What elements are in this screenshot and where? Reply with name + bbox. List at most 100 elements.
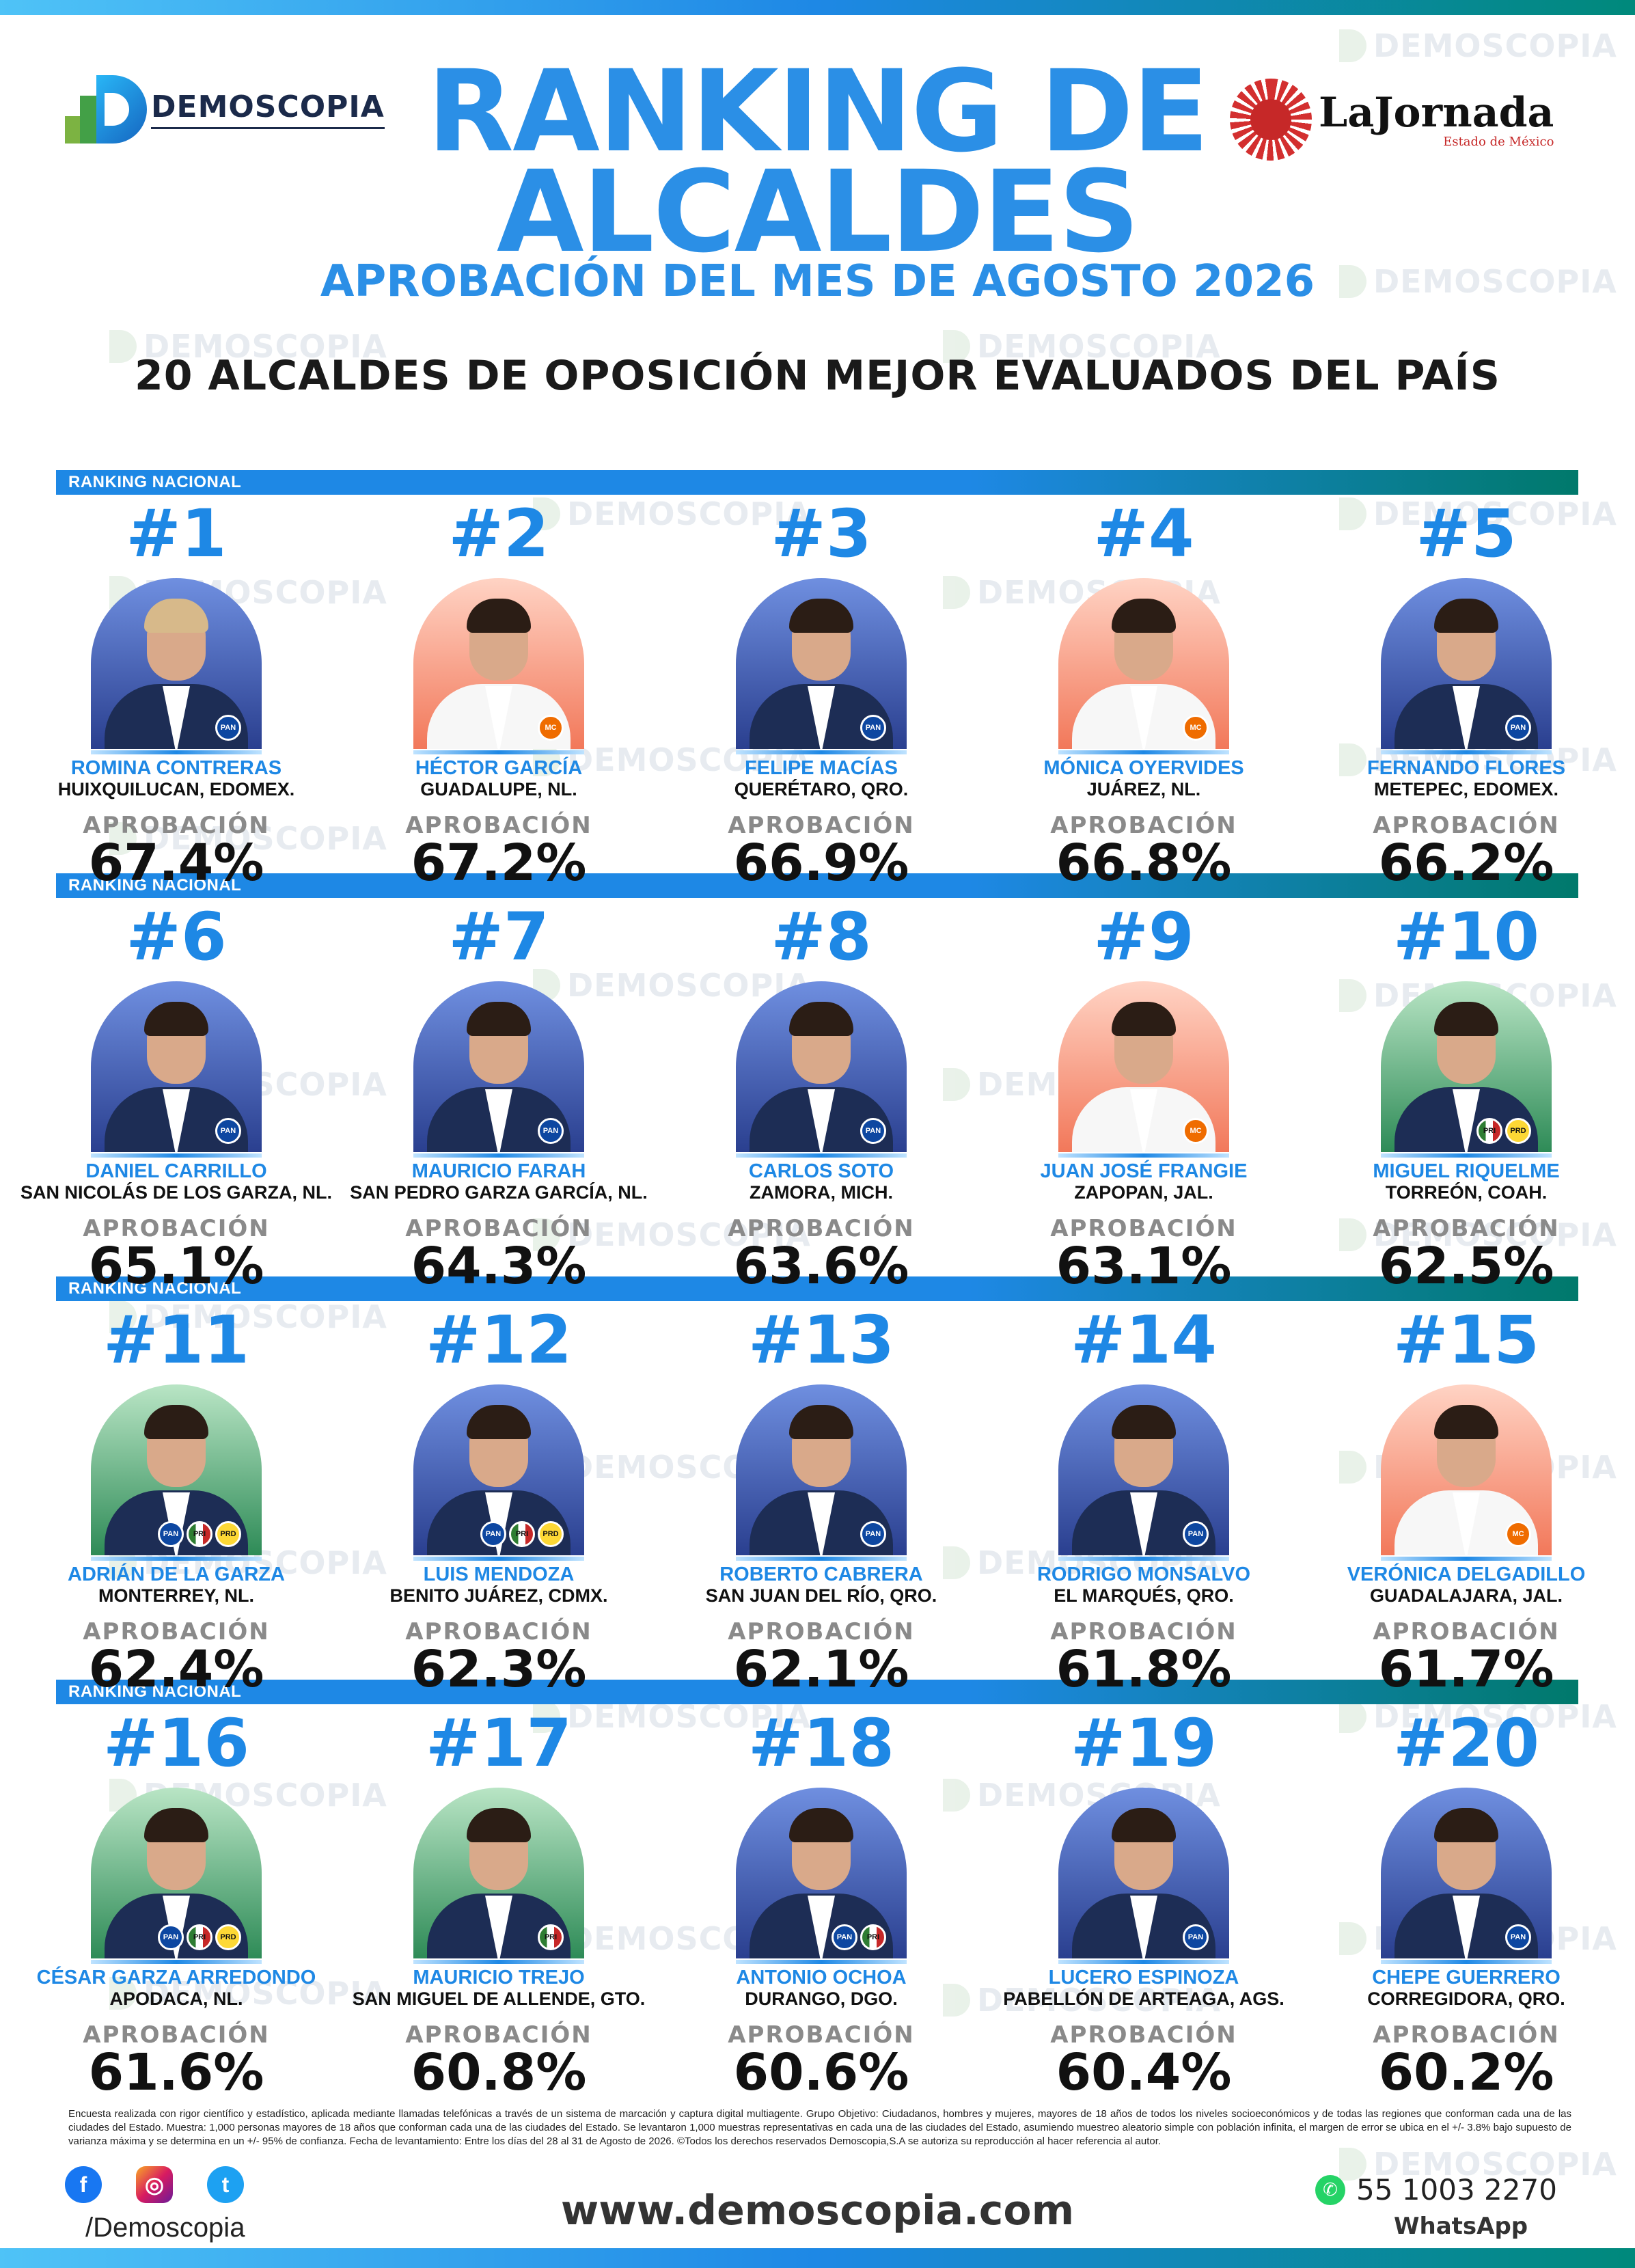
approval-label: APROBACIÓN xyxy=(728,2021,915,2049)
mayor-city: MONTERREY, NL. xyxy=(98,1585,254,1606)
approval-label: APROBACIÓN xyxy=(83,1215,270,1242)
mayor-card: #19 PAN LUCERO ESPINOZA PABELLÓN DE ARTE… xyxy=(987,1706,1301,2100)
portrait-hair xyxy=(467,599,531,633)
facebook-icon[interactable]: f xyxy=(65,2166,102,2203)
watermark: DEMOSCOPIA xyxy=(533,1698,811,1735)
mayor-name: MAURICIO FARAH xyxy=(411,1160,586,1182)
approval-label: APROBACIÓN xyxy=(83,1618,270,1645)
rank-number: #11 xyxy=(102,1302,250,1378)
approval-label: APROBACIÓN xyxy=(1050,1618,1237,1645)
mayor-card: #11 PAN PRI PRD ADRIÁN DE LA GARZA MONTERR… xyxy=(19,1302,333,1697)
party-pri-icon: PRI xyxy=(187,1924,212,1950)
twitter-icon[interactable]: t xyxy=(207,2166,244,2203)
watermark: DEMOSCOPIA xyxy=(943,1982,1221,2019)
watermark: DEMOSCOPIA xyxy=(109,820,387,857)
approval-value: 62.5% xyxy=(1378,1237,1554,1296)
mayor-city: BENITO JUÁREZ, CDMX. xyxy=(389,1585,608,1606)
party-mc-icon: MC xyxy=(1183,1118,1209,1144)
mayor-city: DURANGO, DGO. xyxy=(745,1989,898,2009)
party-prd-icon: PRD xyxy=(215,1924,241,1950)
mayor-city: SAN PEDRO GARZA GARCÍA, NL. xyxy=(350,1182,648,1203)
portrait-hair xyxy=(789,599,853,633)
party-badges: PAN PRI PRD xyxy=(158,1924,241,1950)
mayor-city: SAN JUAN DEL RÍO, QRO. xyxy=(705,1585,937,1606)
social-handle: /Demoscopia xyxy=(85,2213,245,2243)
mayor-name: MAURICIO TREJO xyxy=(413,1967,585,1989)
mayor-photo: PAN xyxy=(91,981,262,1152)
party-pan-icon: PAN xyxy=(1505,1924,1531,1950)
mayor-name: CARLOS SOTO xyxy=(748,1160,894,1182)
rank-number: #14 xyxy=(1070,1302,1218,1378)
rank-number: #3 xyxy=(771,495,872,572)
watermark: DEMOSCOPIA xyxy=(1339,495,1617,532)
party-badges: PAN xyxy=(860,1118,886,1144)
approval-label: APROBACIÓN xyxy=(1050,2021,1237,2049)
mayor-name: DANIEL CARRILLO xyxy=(85,1160,267,1182)
mayor-card: #5 PAN FERNANDO FLORES METEPEC, EDOMEX. … xyxy=(1309,496,1623,890)
approval-value: 63.6% xyxy=(733,1237,909,1296)
portrait-hair xyxy=(1112,1808,1176,1842)
mayor-photo: PAN xyxy=(1381,1788,1552,1958)
approval-label: APROBACIÓN xyxy=(728,812,915,839)
party-badges: PAN xyxy=(860,1521,886,1547)
approval-label: APROBACIÓN xyxy=(1050,812,1237,839)
watermark: DEMOSCOPIA xyxy=(1339,1216,1617,1253)
photo-underline xyxy=(413,1557,584,1561)
instagram-icon[interactable]: ◎ xyxy=(136,2166,173,2203)
party-pan-icon: PAN xyxy=(1505,715,1531,741)
watermark: DEMOSCOPIA xyxy=(1339,1698,1617,1735)
approval-value: 62.4% xyxy=(88,1640,264,1699)
approval-label: APROBACIÓN xyxy=(1373,2021,1560,2049)
photo-underline xyxy=(1381,1960,1552,1964)
approval-label: APROBACIÓN xyxy=(405,2021,592,2049)
party-pri-icon: PRI xyxy=(860,1924,886,1950)
portrait-hair xyxy=(467,1002,531,1036)
party-badges: PAN xyxy=(215,1118,241,1144)
mayor-photo: MC xyxy=(413,578,584,749)
demoscopia-logo-icon xyxy=(65,75,147,144)
portrait-hair xyxy=(1112,599,1176,633)
rank-number: #16 xyxy=(102,1705,250,1781)
rank-number: #6 xyxy=(126,899,227,975)
mayor-card: #10 PRI PRD MIGUEL RIQUELME TORREÓN, COAH… xyxy=(1309,899,1623,1294)
photo-underline xyxy=(91,750,262,754)
rank-number: #4 xyxy=(1093,495,1194,572)
headline: 20 ALCALDES DE OPOSICIÓN MEJOR EVALUADOS… xyxy=(135,352,1500,400)
mayor-name: ADRIÁN DE LA GARZA xyxy=(68,1563,285,1585)
approval-value: 60.2% xyxy=(1378,2043,1554,2102)
party-badges: PAN xyxy=(538,1118,564,1144)
mayor-photo: PAN PRI PRD xyxy=(91,1788,262,1958)
mayor-card: #20 PAN CHEPE GUERRERO CORREGIDORA, QRO.… xyxy=(1309,1706,1623,2100)
portrait-hair xyxy=(467,1405,531,1439)
portrait-hair xyxy=(467,1808,531,1842)
mayor-photo: PAN xyxy=(1058,1788,1229,1958)
mayor-photo: MC xyxy=(1058,578,1229,749)
party-badges: PRI PRD xyxy=(1476,1118,1531,1144)
watermark: DEMOSCOPIA xyxy=(943,328,1221,365)
demoscopia-logo-text: DEMOSCOPIA xyxy=(151,90,385,129)
watermark: DEMOSCOPIA xyxy=(533,495,811,532)
party-pan-icon: PAN xyxy=(860,1118,886,1144)
party-pan-icon: PAN xyxy=(480,1521,506,1547)
photo-underline xyxy=(1381,1153,1552,1158)
party-badges: PRI xyxy=(538,1924,564,1950)
website-link[interactable]: www.demoscopia.com xyxy=(560,2187,1075,2235)
portrait-hair xyxy=(1112,1405,1176,1439)
ranking-band-label: RANKING NACIONAL xyxy=(68,876,242,894)
approval-label: APROBACIÓN xyxy=(728,1215,915,1242)
ranking-band-label: RANKING NACIONAL xyxy=(68,473,242,491)
portrait-hair xyxy=(144,1002,208,1036)
rank-number: #15 xyxy=(1392,1302,1540,1378)
photo-underline xyxy=(91,1960,262,1964)
mayor-photo: PAN PRI xyxy=(736,1788,907,1958)
portrait-hair xyxy=(1434,1405,1498,1439)
whatsapp-contact[interactable]: ✆ 55 1003 2270 xyxy=(1315,2173,1557,2206)
approval-value: 65.1% xyxy=(88,1237,264,1296)
approval-value: 61.6% xyxy=(88,2043,264,2102)
portrait-hair xyxy=(1112,1002,1176,1036)
mayor-city: APODACA, NL. xyxy=(109,1989,243,2009)
rank-number: #10 xyxy=(1392,899,1540,975)
mayor-card: #13 PAN ROBERTO CABRERA SAN JUAN DEL RÍO… xyxy=(664,1302,978,1697)
approval-label: APROBACIÓN xyxy=(728,1618,915,1645)
portrait-hair xyxy=(1434,1808,1498,1842)
